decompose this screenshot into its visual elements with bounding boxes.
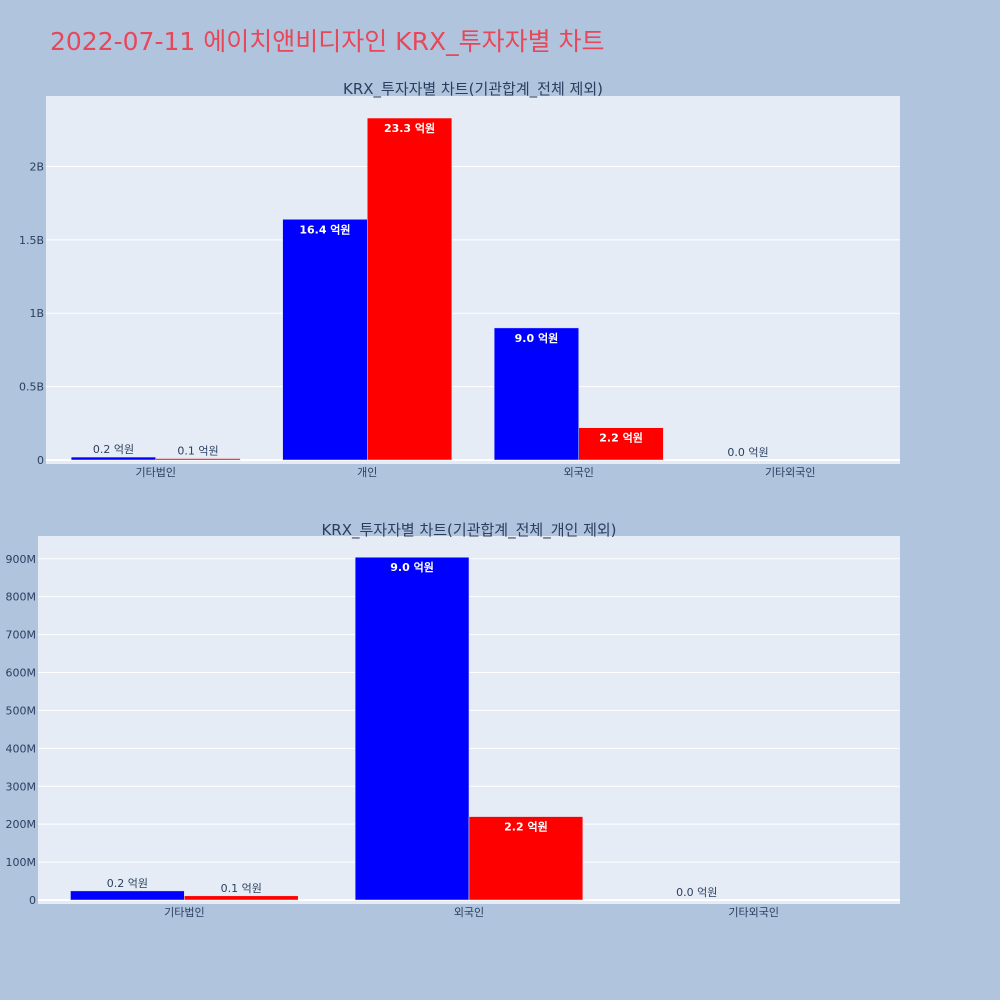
- chart2-y-tick-label: 0: [29, 894, 36, 907]
- chart1-bar: [70, 456, 156, 461]
- chart2-x-tick-label: 외국인: [454, 906, 484, 919]
- chart1-data-label: 0.1 억원: [177, 445, 218, 458]
- chart2-data-label: 0.2 억원: [107, 877, 148, 890]
- chart2-data-label: 2.2 억원: [504, 820, 548, 834]
- chart2-y-tick-label: 900M: [6, 553, 37, 566]
- chart2-y-tick-label: 800M: [6, 591, 37, 604]
- chart2-x-tick-label: 기타법인: [164, 906, 204, 919]
- chart2-data-label: 0.0 억원: [676, 886, 717, 899]
- chart1-bar: [367, 117, 453, 461]
- chart2-bar: [354, 556, 470, 901]
- chart2-x-tick-label: 기타외국인: [728, 906, 779, 919]
- chart2-data-label: 9.0 억원: [390, 560, 434, 574]
- chart1-x-tick-label: 외국인: [564, 466, 594, 479]
- chart1-y-tick-label: 2B: [29, 160, 44, 173]
- chart2-y-tick-label: 200M: [6, 818, 37, 831]
- chart2-y-tick-label: 100M: [6, 856, 37, 869]
- chart1-bar: [155, 458, 241, 461]
- chart2-y-tick-label: 500M: [6, 704, 37, 717]
- chart1-y-tick-label: 0.5B: [19, 381, 44, 394]
- chart1-y-tick-label: 1.5B: [19, 234, 44, 247]
- chart2-bar: [184, 895, 299, 901]
- chart1-title: KRX_투자자별 차트(기관합계_전체 제외): [343, 80, 603, 99]
- chart1-data-label: 0.0 억원: [727, 446, 768, 459]
- chart1-x-tick-label: 기타외국인: [765, 466, 816, 479]
- chart1-bar: [578, 427, 664, 461]
- chart1-data-label: 9.0 억원: [515, 331, 559, 345]
- page-title: 2022-07-11 에이치앤비디자인 KRX_투자자별 차트: [50, 27, 605, 56]
- chart1-data-label: 16.4 억원: [299, 222, 350, 236]
- chart1-plot-area: [46, 96, 900, 464]
- chart1-x-tick-label: 개인: [357, 466, 377, 479]
- chart1-y-tick-label: 1B: [29, 307, 44, 320]
- chart1-data-label: 23.3 억원: [384, 121, 435, 135]
- chart1-bar: [282, 219, 368, 461]
- chart1-data-label: 2.2 억원: [599, 431, 643, 445]
- chart2-title: KRX_투자자별 차트(기관합계_전체_개인 제외): [321, 521, 616, 540]
- chart2-y-tick-label: 300M: [6, 780, 37, 793]
- chart1-bar: [493, 327, 579, 461]
- chart1-data-label: 0.2 억원: [93, 443, 134, 456]
- chart2-y-tick-label: 400M: [6, 742, 37, 755]
- chart2-bar: [70, 890, 185, 901]
- chart2-y-tick-label: 600M: [6, 667, 37, 680]
- chart2-bar: [468, 816, 584, 901]
- chart1-y-tick-label: 0: [37, 454, 44, 467]
- chart1-x-tick-label: 기타법인: [136, 466, 176, 479]
- chart2-data-label: 0.1 억원: [221, 882, 262, 895]
- chart2-y-tick-label: 700M: [6, 629, 37, 642]
